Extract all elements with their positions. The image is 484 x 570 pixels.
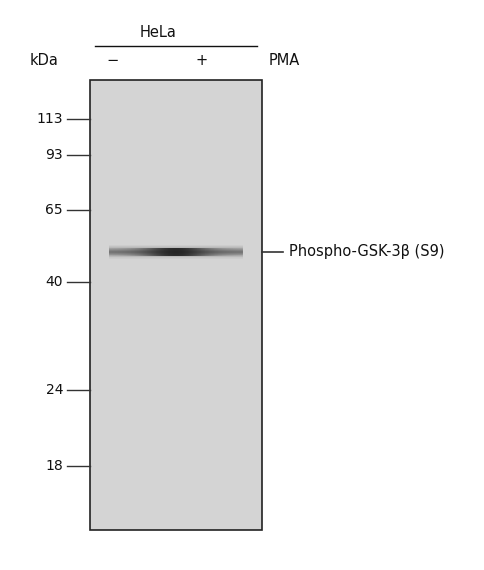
Text: 93: 93 [45,148,63,162]
Text: HeLa: HeLa [139,25,176,40]
Text: −: − [106,54,119,68]
Text: kDa: kDa [29,54,58,68]
Text: 113: 113 [36,112,63,125]
Text: 40: 40 [45,275,63,289]
Text: 24: 24 [45,384,63,397]
Text: Phospho-GSK-3β (S9): Phospho-GSK-3β (S9) [288,245,443,259]
Text: 65: 65 [45,203,63,217]
Text: +: + [195,54,207,68]
Text: 18: 18 [45,459,63,473]
Bar [90,80,261,530]
Text: PMA: PMA [268,54,299,68]
